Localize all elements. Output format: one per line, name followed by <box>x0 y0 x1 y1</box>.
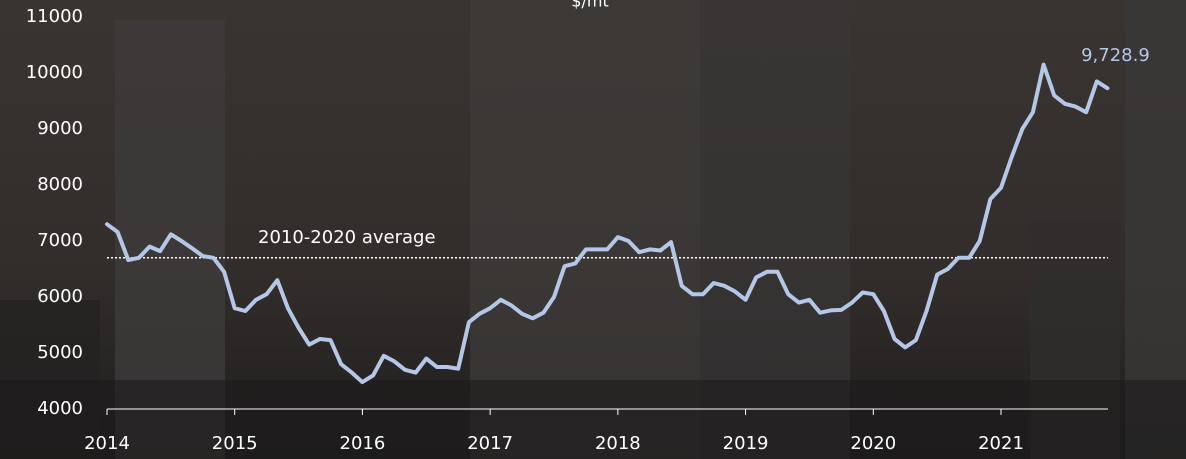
y-tick-label: 10000 <box>26 62 83 83</box>
x-tick-label: 2020 <box>850 433 896 454</box>
x-tick-label: 2019 <box>723 433 769 454</box>
subtitle: $/mt <box>571 0 608 11</box>
x-tick-label: 2018 <box>595 433 641 454</box>
y-tick-label: 8000 <box>37 174 83 195</box>
x-tick-label: 2014 <box>84 433 130 454</box>
value-label: 9,728.9 <box>1081 45 1150 66</box>
y-tick-label: 4000 <box>37 398 83 419</box>
y-tick-label: 11000 <box>26 6 83 27</box>
y-tick-label: 5000 <box>37 342 83 363</box>
y-tick-label: 7000 <box>37 230 83 251</box>
price-line <box>105 62 1110 385</box>
x-tick-label: 2015 <box>212 433 258 454</box>
x-tick-label: 2016 <box>340 433 386 454</box>
x-tick-label: 2021 <box>978 433 1024 454</box>
y-tick-label: 9000 <box>37 118 83 139</box>
average-label: 2010-2020 average <box>258 227 436 248</box>
y-tick-label: 6000 <box>37 286 83 307</box>
x-tick-label: 2017 <box>467 433 513 454</box>
